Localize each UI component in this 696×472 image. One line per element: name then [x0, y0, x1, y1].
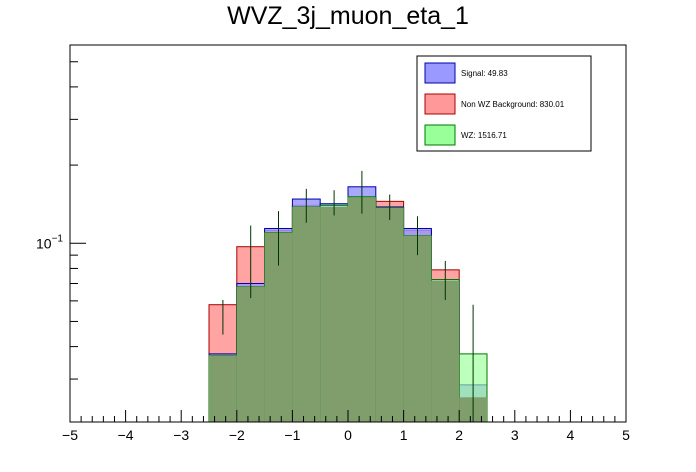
x-tick-label: 5 — [622, 427, 630, 443]
x-tick-label: −4 — [118, 427, 134, 443]
legend-swatch-signal — [424, 62, 456, 84]
x-tick-label: 1 — [400, 427, 408, 443]
chart-title: WVZ_3j_muon_eta_1 — [227, 2, 469, 30]
bar-overlap-1 — [236, 286, 265, 422]
bar-overlap-4 — [320, 206, 348, 422]
legend-swatch-wz — [424, 124, 456, 146]
y-tick-label: 10−1 — [36, 233, 63, 251]
bar-overlap-7 — [403, 235, 432, 422]
bar-overlap-0 — [209, 355, 237, 422]
x-tick-label: −3 — [173, 427, 189, 443]
legend-label-wz: WZ: 1516.71 — [461, 131, 507, 140]
x-tick-label: 0 — [344, 427, 352, 443]
x-tick-label: 2 — [455, 427, 463, 443]
bar-overlap-3 — [292, 206, 321, 422]
legend: Signal: 49.83 Non WZ Background: 830.01 WZ… — [416, 55, 592, 152]
x-tick-label: 3 — [511, 427, 519, 443]
x-tick-label: 4 — [567, 427, 575, 443]
bar-overlap-6 — [375, 207, 404, 422]
error-bars — [222, 170, 474, 422]
y-tick-exponent: −1 — [52, 233, 64, 244]
x-tick-label: −1 — [284, 427, 300, 443]
legend-swatch-non-wz-background — [424, 93, 456, 115]
histogram-bars — [208, 186, 488, 423]
bar-overlap-8 — [431, 281, 460, 422]
bar-overlap-5 — [348, 197, 376, 422]
x-tick-label: −5 — [62, 427, 78, 443]
y-axis: 10−1 — [36, 61, 86, 380]
legend-label-non-wz-background: Non WZ Background: 830.01 — [461, 100, 565, 109]
legend-label-signal: Signal: 49.83 — [461, 69, 508, 78]
x-axis: −5 −4 −3 −2 −1 0 1 2 3 4 5 — [62, 410, 630, 443]
x-tick-label: −2 — [229, 427, 245, 443]
